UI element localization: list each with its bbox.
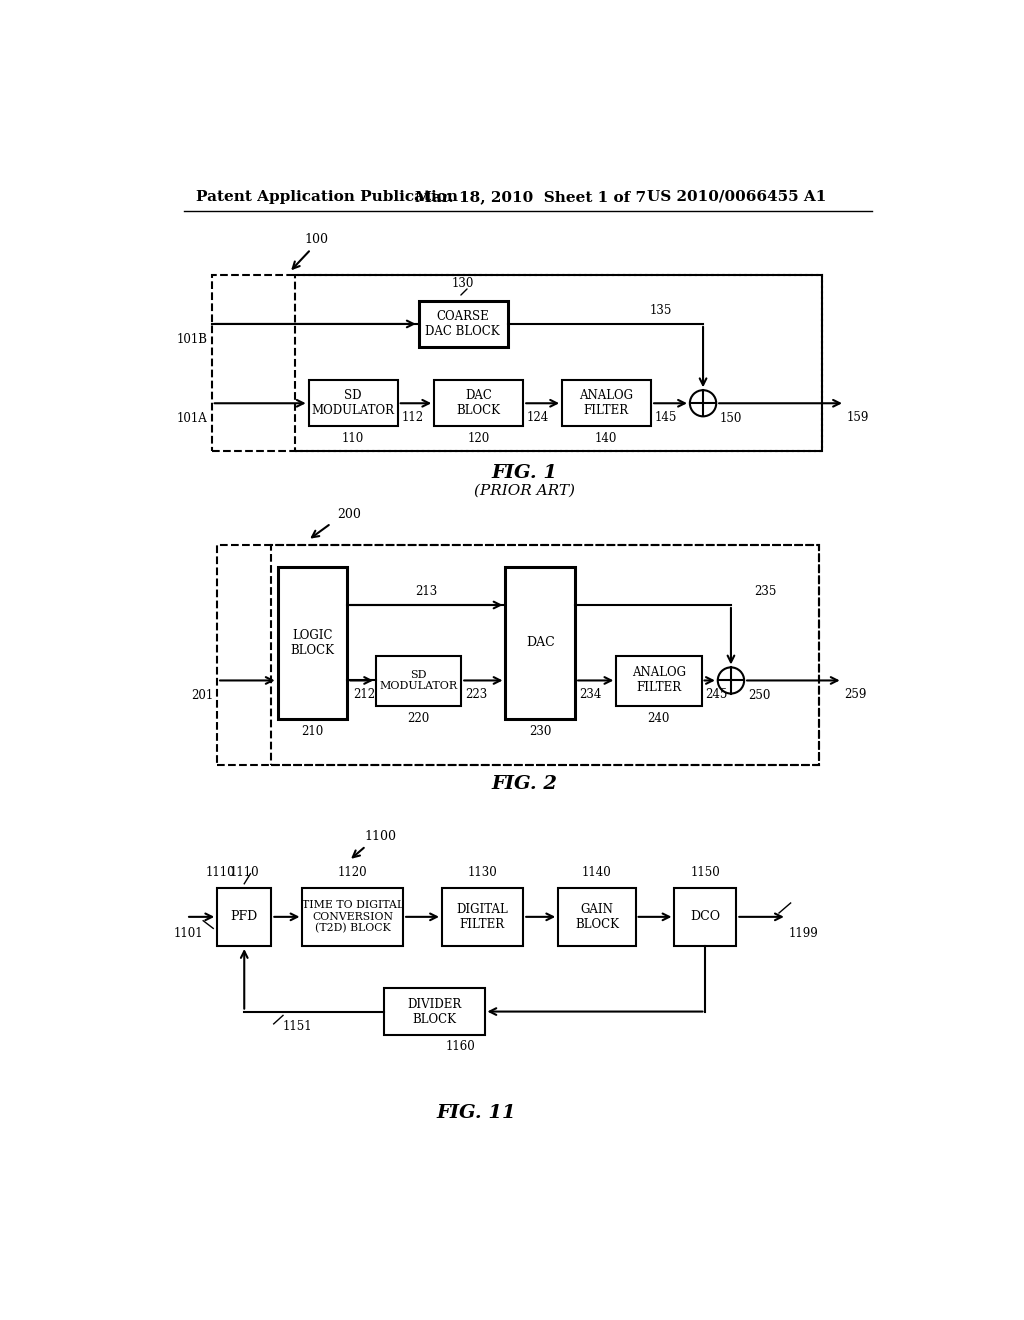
Bar — [442, 887, 523, 946]
Bar — [562, 380, 651, 426]
Text: 1160: 1160 — [445, 1040, 475, 1053]
Text: 101B: 101B — [177, 333, 208, 346]
Text: 1110: 1110 — [229, 866, 259, 879]
Text: DIVIDER
BLOCK: DIVIDER BLOCK — [407, 998, 461, 1026]
Text: DCO: DCO — [690, 911, 721, 924]
Bar — [419, 301, 508, 347]
Text: 1110: 1110 — [206, 866, 234, 879]
Text: 1140: 1140 — [582, 866, 611, 879]
Bar — [384, 989, 484, 1035]
Text: 210: 210 — [301, 725, 324, 738]
Bar — [558, 887, 636, 946]
Text: ANALOG
FILTER: ANALOG FILTER — [580, 389, 633, 417]
Text: 1130: 1130 — [467, 866, 497, 879]
Text: 1151: 1151 — [283, 1020, 312, 1034]
Bar — [217, 887, 271, 946]
Text: 213: 213 — [416, 585, 437, 598]
Bar — [278, 566, 347, 719]
Bar — [271, 545, 819, 766]
Text: GAIN
BLOCK: GAIN BLOCK — [574, 903, 618, 931]
Text: 200: 200 — [337, 508, 361, 520]
Text: 159: 159 — [847, 411, 868, 424]
Text: 112: 112 — [401, 411, 424, 424]
Text: Mar. 18, 2010  Sheet 1 of 7: Mar. 18, 2010 Sheet 1 of 7 — [415, 190, 646, 203]
Text: 1150: 1150 — [690, 866, 720, 879]
Text: 1120: 1120 — [338, 866, 368, 879]
Text: TIME TO DIGITAL
CONVERSION
(T2D) BLOCK: TIME TO DIGITAL CONVERSION (T2D) BLOCK — [302, 900, 403, 933]
Text: 150: 150 — [720, 412, 742, 425]
Text: FIG. 1: FIG. 1 — [492, 463, 558, 482]
Text: 1199: 1199 — [788, 927, 818, 940]
Text: 1101: 1101 — [173, 927, 203, 940]
Text: (PRIOR ART): (PRIOR ART) — [474, 484, 575, 498]
Text: 230: 230 — [529, 725, 552, 738]
Bar — [212, 276, 821, 451]
Text: ANALOG
FILTER: ANALOG FILTER — [632, 667, 686, 694]
Text: 1100: 1100 — [365, 829, 396, 842]
Text: DAC: DAC — [526, 636, 555, 649]
Text: 212: 212 — [353, 688, 376, 701]
Text: 140: 140 — [595, 432, 617, 445]
Text: 240: 240 — [648, 711, 670, 725]
Text: 120: 120 — [467, 432, 489, 445]
Text: 201: 201 — [191, 689, 213, 702]
Text: SD
MODULATOR: SD MODULATOR — [311, 389, 394, 417]
Bar — [506, 566, 575, 719]
Text: 145: 145 — [655, 411, 677, 424]
Text: 234: 234 — [579, 688, 601, 701]
Text: PFD: PFD — [230, 911, 258, 924]
Text: FIG. 2: FIG. 2 — [492, 775, 558, 792]
Text: Patent Application Publication: Patent Application Publication — [197, 190, 458, 203]
Bar — [675, 887, 736, 946]
Text: DIGITAL
FILTER: DIGITAL FILTER — [457, 903, 508, 931]
Text: FIG. 11: FIG. 11 — [437, 1105, 516, 1122]
Bar — [376, 656, 461, 706]
Bar — [217, 545, 819, 766]
Text: 135: 135 — [649, 304, 672, 317]
Text: DAC
BLOCK: DAC BLOCK — [457, 389, 501, 417]
Text: 101A: 101A — [177, 412, 208, 425]
Text: 259: 259 — [844, 688, 866, 701]
Text: 223: 223 — [465, 688, 487, 701]
Bar — [616, 656, 701, 706]
Text: 124: 124 — [527, 411, 549, 424]
Text: SD
MODULATOR: SD MODULATOR — [380, 669, 458, 692]
Text: US 2010/0066455 A1: US 2010/0066455 A1 — [647, 190, 826, 203]
Text: 220: 220 — [408, 711, 430, 725]
Bar — [434, 380, 523, 426]
Text: 100: 100 — [305, 232, 329, 246]
Text: LOGIC
BLOCK: LOGIC BLOCK — [291, 628, 335, 657]
Bar — [302, 887, 403, 946]
Text: 110: 110 — [342, 432, 364, 445]
Text: 250: 250 — [748, 689, 770, 702]
Bar — [308, 380, 397, 426]
Text: COARSE
DAC BLOCK: COARSE DAC BLOCK — [426, 310, 500, 338]
Bar — [295, 276, 821, 451]
Text: 235: 235 — [755, 585, 776, 598]
Text: 130: 130 — [452, 277, 474, 290]
Text: 245: 245 — [706, 688, 728, 701]
